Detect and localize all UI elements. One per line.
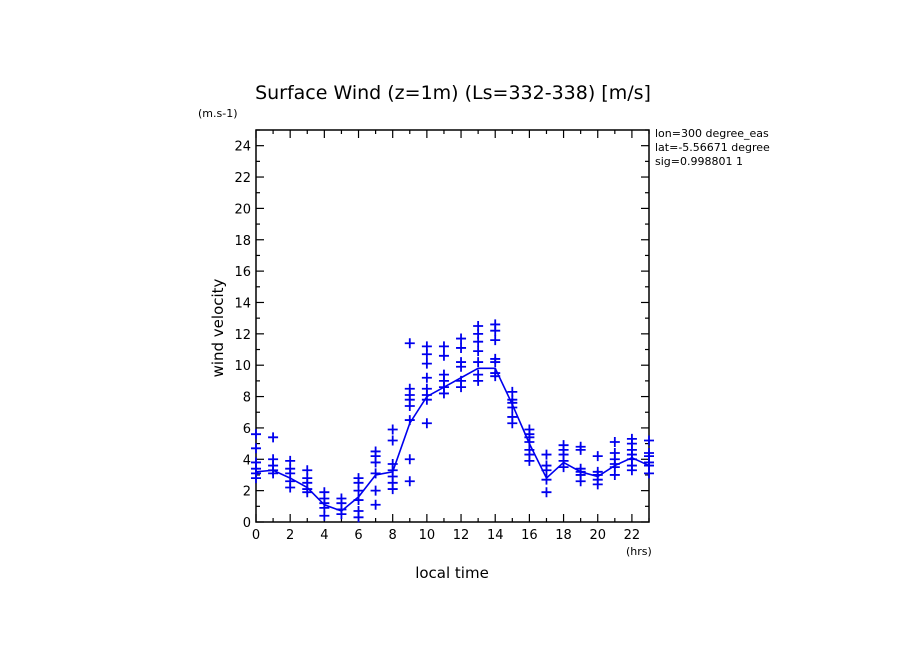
data-point bbox=[251, 429, 261, 440]
y-tick-label: 24 bbox=[234, 140, 251, 155]
y-tick-label: 16 bbox=[234, 265, 251, 280]
data-point bbox=[490, 325, 501, 336]
x-tick-label: 2 bbox=[286, 528, 294, 543]
x-tick-label: 0 bbox=[252, 528, 260, 543]
mean-line bbox=[255, 367, 650, 512]
data-point bbox=[473, 336, 484, 347]
data-point bbox=[353, 512, 364, 523]
data-point bbox=[644, 468, 654, 479]
info-line-sig: sig=0.998801 1 bbox=[655, 155, 743, 168]
data-point bbox=[404, 476, 415, 487]
data-point bbox=[370, 468, 381, 479]
data-point bbox=[575, 476, 586, 487]
data-point bbox=[456, 333, 467, 344]
y-tick-label: 0 bbox=[243, 516, 251, 531]
data-point bbox=[251, 443, 261, 454]
data-point bbox=[644, 435, 654, 446]
info-line-lat: lat=-5.56671 degree bbox=[655, 141, 770, 154]
data-point bbox=[251, 473, 261, 484]
data-point bbox=[575, 444, 586, 455]
data-point bbox=[541, 449, 552, 460]
y-tick-label: 6 bbox=[243, 422, 251, 437]
data-point bbox=[524, 455, 535, 466]
chart-title: Surface Wind (z=1m) (Ls=332-338) [m/s] bbox=[255, 82, 651, 104]
data-point bbox=[421, 349, 432, 360]
data-point bbox=[438, 350, 449, 361]
data-point bbox=[421, 372, 432, 383]
data-point bbox=[490, 335, 501, 346]
info-line-lon: lon=300 degree_eas bbox=[655, 127, 769, 140]
data-point bbox=[438, 341, 449, 352]
x-tick-label: 6 bbox=[354, 528, 362, 543]
data-point bbox=[370, 499, 381, 510]
y-tick-label: 4 bbox=[243, 453, 251, 468]
x-tick-label: 8 bbox=[389, 528, 397, 543]
data-point bbox=[387, 484, 398, 495]
data-point bbox=[626, 465, 637, 476]
data-point bbox=[507, 418, 518, 429]
x-tick-label: 22 bbox=[624, 528, 641, 543]
y-tick-label: 8 bbox=[243, 391, 251, 406]
data-point bbox=[473, 346, 484, 357]
data-point bbox=[456, 382, 467, 393]
data-point bbox=[558, 462, 569, 473]
data-point bbox=[438, 388, 449, 399]
x-axis-label: local time bbox=[415, 564, 489, 582]
y-tick-label: 2 bbox=[243, 485, 251, 500]
y-unit-label: (m.s-1) bbox=[198, 107, 238, 120]
data-point bbox=[353, 485, 364, 496]
data-point bbox=[404, 338, 415, 349]
x-tick-label: 10 bbox=[419, 528, 436, 543]
data-point bbox=[592, 451, 603, 462]
data-point bbox=[473, 357, 484, 368]
data-point bbox=[404, 400, 415, 411]
y-tick-label: 14 bbox=[234, 296, 251, 311]
data-point bbox=[490, 357, 501, 368]
x-tick-label: 4 bbox=[320, 528, 328, 543]
data-point bbox=[302, 487, 313, 498]
data-point bbox=[456, 361, 467, 372]
x-tick-label: 14 bbox=[487, 528, 504, 543]
data-point bbox=[456, 342, 467, 353]
plot-frame bbox=[255, 129, 650, 523]
data-point bbox=[370, 457, 381, 468]
data-point bbox=[473, 375, 484, 386]
data-point bbox=[387, 424, 398, 435]
data-point bbox=[285, 482, 296, 493]
data-point bbox=[319, 510, 330, 521]
x-unit-label: (hrs) bbox=[626, 545, 652, 558]
data-point bbox=[541, 487, 552, 498]
y-tick-label: 12 bbox=[234, 328, 251, 343]
data-point bbox=[370, 485, 381, 496]
x-tick-label: 16 bbox=[521, 528, 538, 543]
data-point bbox=[609, 469, 620, 480]
x-tick-label: 20 bbox=[589, 528, 606, 543]
y-tick-label: 10 bbox=[234, 359, 251, 374]
data-point bbox=[421, 418, 432, 429]
data-point bbox=[609, 437, 620, 448]
data-point bbox=[592, 479, 603, 490]
data-point bbox=[404, 454, 415, 465]
y-tick-label: 22 bbox=[234, 171, 251, 186]
data-point bbox=[387, 435, 398, 446]
data-point bbox=[541, 474, 552, 485]
x-tick-label: 12 bbox=[453, 528, 470, 543]
x-tick-label: 18 bbox=[555, 528, 572, 543]
data-point bbox=[268, 432, 279, 443]
y-axis-label: wind velocity bbox=[209, 278, 227, 377]
data-point bbox=[421, 358, 432, 369]
y-tick-label: 18 bbox=[234, 234, 251, 249]
y-tick-label: 20 bbox=[234, 202, 251, 217]
